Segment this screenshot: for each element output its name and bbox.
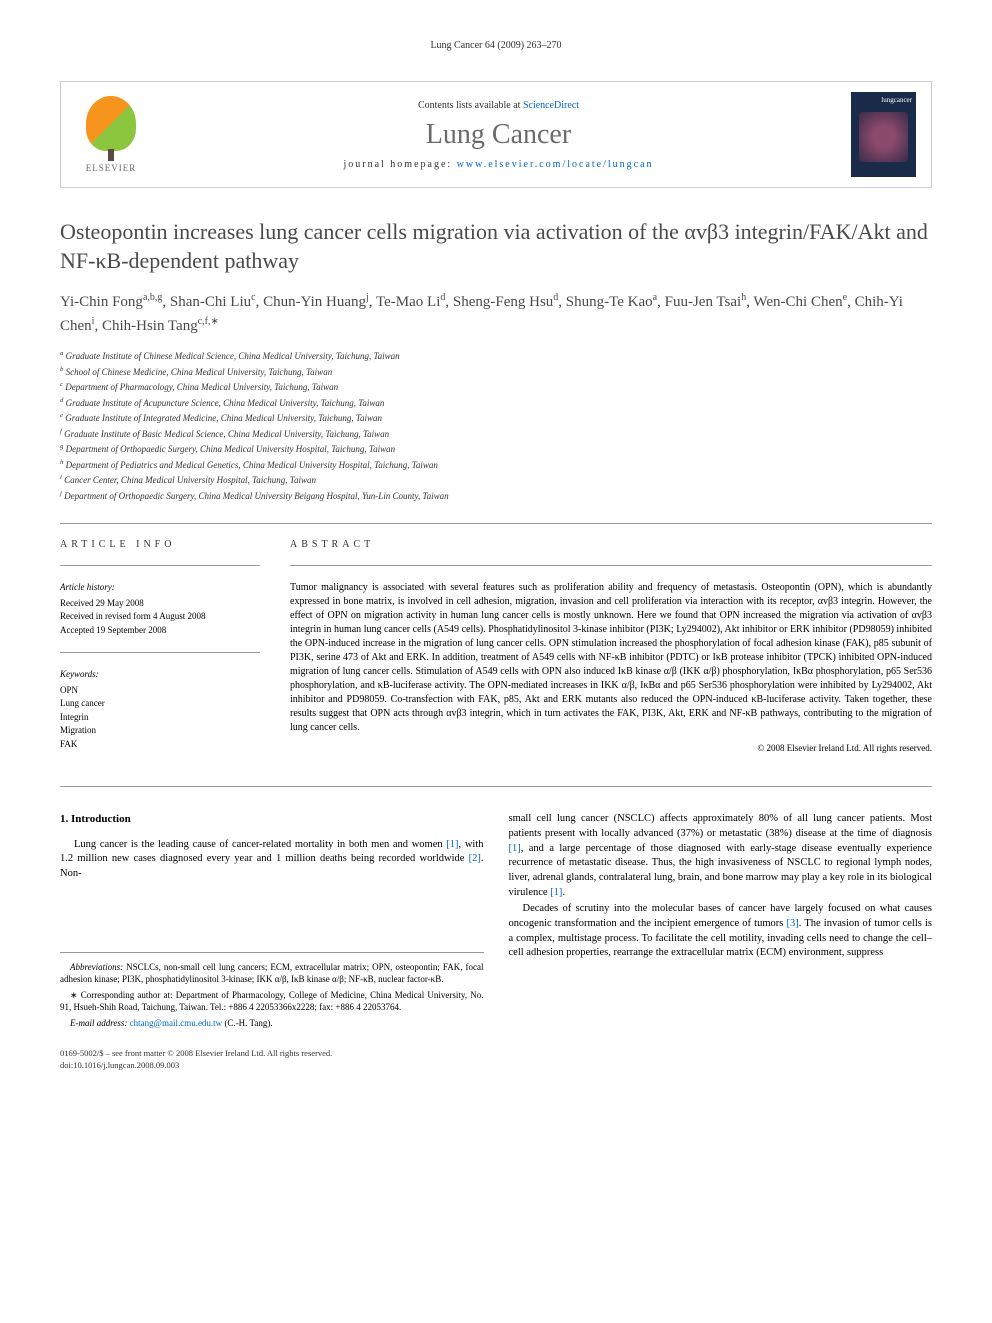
- divider: [60, 652, 260, 653]
- abbrev-label: Abbreviations:: [70, 962, 123, 972]
- footnotes: Abbreviations: NSCLCs, non-small cell lu…: [60, 952, 484, 1030]
- elsevier-tree-icon: [86, 96, 136, 151]
- article-info-column: ARTICLE INFO Article history: Received 2…: [60, 539, 260, 766]
- section-number: 1.: [60, 813, 68, 825]
- history-label: Article history:: [60, 581, 260, 595]
- citation-link[interactable]: [1]: [446, 839, 458, 850]
- section-title: Introduction: [71, 813, 131, 825]
- body-columns: 1. Introduction Lung cancer is the leadi…: [60, 812, 932, 1032]
- section-heading: 1. Introduction: [60, 812, 484, 827]
- citation-link[interactable]: [2]: [469, 853, 481, 864]
- affiliation-item: c Department of Pharmacology, China Medi…: [60, 380, 932, 395]
- cover-image-icon: [859, 112, 908, 162]
- email-link[interactable]: chtang@mail.cmu.edu.tw: [127, 1018, 222, 1028]
- sciencedirect-link[interactable]: ScienceDirect: [523, 100, 579, 111]
- keyword-item: Migration: [60, 724, 260, 738]
- keyword-item: OPN: [60, 684, 260, 698]
- info-abstract-row: ARTICLE INFO Article history: Received 2…: [60, 539, 932, 766]
- affiliation-item: f Graduate Institute of Basic Medical Sc…: [60, 427, 932, 442]
- divider: [290, 565, 932, 566]
- history-line: Accepted 19 September 2008: [60, 624, 260, 638]
- divider: [60, 565, 260, 566]
- body-paragraph: Lung cancer is the leading cause of canc…: [60, 838, 484, 882]
- history-line: Received in revised form 4 August 2008: [60, 610, 260, 624]
- publisher-logo: ELSEVIER: [76, 95, 146, 175]
- keyword-item: Integrin: [60, 711, 260, 725]
- authors-list: Yi-Chin Fonga,b,g, Shan-Chi Liuc, Chun-Y…: [60, 290, 932, 337]
- email-footnote: E-mail address: chtang@mail.cmu.edu.tw (…: [60, 1017, 484, 1030]
- banner-center: Contents lists available at ScienceDirec…: [146, 100, 851, 170]
- keywords-label: Keywords:: [60, 668, 260, 682]
- journal-name: Lung Cancer: [146, 119, 851, 151]
- abbrev-text: NSCLCs, non-small cell lung cancers; ECM…: [60, 962, 484, 985]
- contents-line: Contents lists available at ScienceDirec…: [146, 100, 851, 111]
- body-column-left: 1. Introduction Lung cancer is the leadi…: [60, 812, 484, 1032]
- email-suffix: (C.-H. Tang).: [222, 1018, 272, 1028]
- header-banner: ELSEVIER Contents lists available at Sci…: [60, 81, 932, 188]
- homepage-link[interactable]: www.elsevier.com/locate/lungcan: [457, 159, 654, 170]
- cover-label: lungcancer: [855, 96, 912, 104]
- citation-link[interactable]: [1]: [550, 887, 562, 898]
- keyword-item: Lung cancer: [60, 697, 260, 711]
- abstract-column: ABSTRACT Tumor malignancy is associated …: [290, 539, 932, 766]
- article-title: Osteopontin increases lung cancer cells …: [60, 218, 932, 275]
- footer-bar: 0169-5002/$ – see front matter © 2008 El…: [60, 1048, 932, 1072]
- abbreviations-footnote: Abbreviations: NSCLCs, non-small cell lu…: [60, 961, 484, 986]
- corresponding-footnote: ∗ Corresponding author at: Department of…: [60, 989, 484, 1014]
- divider: [60, 523, 932, 524]
- corr-label: ∗ Corresponding author at:: [70, 990, 173, 1000]
- footer-line-2: doi:10.1016/j.lungcan.2008.09.003: [60, 1060, 932, 1072]
- article-history: Article history: Received 29 May 2008Rec…: [60, 581, 260, 637]
- citation-link[interactable]: [3]: [787, 918, 799, 929]
- divider: [60, 786, 932, 787]
- affiliation-item: b School of Chinese Medicine, China Medi…: [60, 365, 932, 380]
- running-head: Lung Cancer 64 (2009) 263–270: [60, 40, 932, 51]
- abstract-copyright: © 2008 Elsevier Ireland Ltd. All rights …: [290, 743, 932, 753]
- publisher-name: ELSEVIER: [86, 163, 137, 173]
- article-info-header: ARTICLE INFO: [60, 539, 260, 550]
- affiliation-item: e Graduate Institute of Integrated Medic…: [60, 411, 932, 426]
- affiliation-item: a Graduate Institute of Chinese Medical …: [60, 349, 932, 364]
- affiliations-list: a Graduate Institute of Chinese Medical …: [60, 349, 932, 503]
- affiliation-item: g Department of Orthopaedic Surgery, Chi…: [60, 442, 932, 457]
- abstract-header: ABSTRACT: [290, 539, 932, 550]
- homepage-line: journal homepage: www.elsevier.com/locat…: [146, 159, 851, 170]
- history-line: Received 29 May 2008: [60, 597, 260, 611]
- affiliation-item: d Graduate Institute of Acupuncture Scie…: [60, 396, 932, 411]
- affiliation-item: h Department of Pediatrics and Medical G…: [60, 458, 932, 473]
- affiliation-item: j Department of Orthopaedic Surgery, Chi…: [60, 489, 932, 504]
- email-label: E-mail address:: [70, 1018, 127, 1028]
- homepage-prefix: journal homepage:: [343, 159, 456, 170]
- keywords-section: Keywords: OPNLung cancerIntegrinMigratio…: [60, 668, 260, 751]
- contents-prefix: Contents lists available at: [418, 100, 523, 111]
- body-paragraph: small cell lung cancer (NSCLC) affects a…: [509, 812, 933, 900]
- keyword-item: FAK: [60, 738, 260, 752]
- body-paragraph: Decades of scrutiny into the molecular b…: [509, 902, 933, 961]
- body-column-right: small cell lung cancer (NSCLC) affects a…: [509, 812, 933, 1032]
- affiliation-item: i Cancer Center, China Medical Universit…: [60, 473, 932, 488]
- citation-link[interactable]: [1]: [509, 843, 521, 854]
- footer-line-1: 0169-5002/$ – see front matter © 2008 El…: [60, 1048, 932, 1060]
- journal-cover-thumbnail: lungcancer: [851, 92, 916, 177]
- abstract-text: Tumor malignancy is associated with seve…: [290, 581, 932, 735]
